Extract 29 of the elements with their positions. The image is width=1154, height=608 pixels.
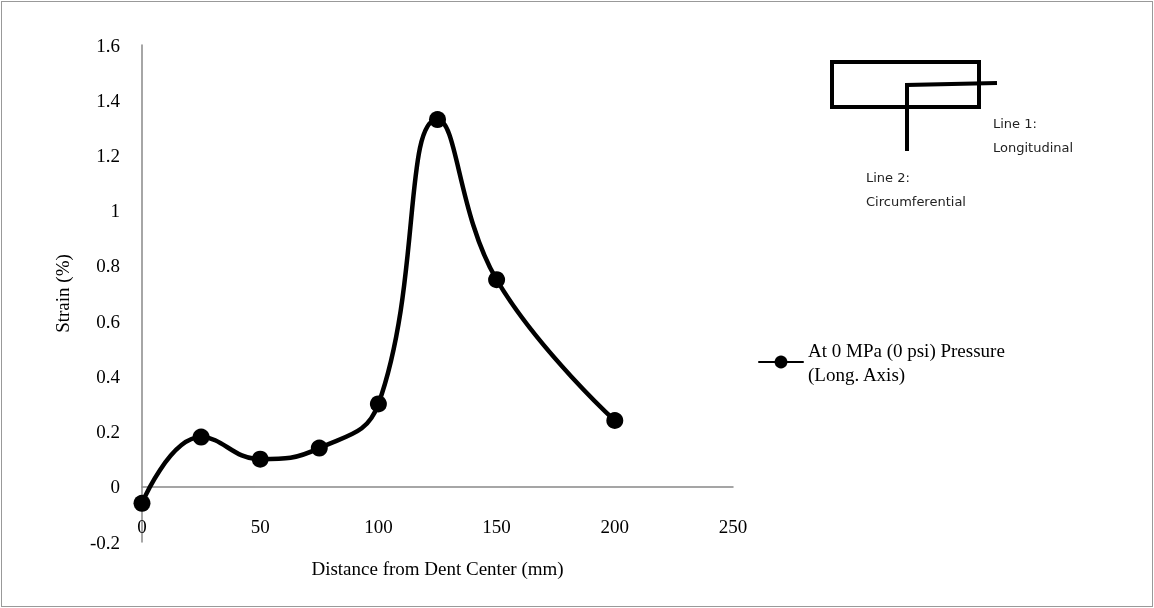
x-tick-label: 250	[718, 515, 748, 537]
text: Line 2: Circumferential	[866, 169, 967, 211]
text: Line 1: Longitudinal	[993, 115, 1075, 157]
y-tick-label: 1.6	[96, 34, 120, 56]
point	[488, 271, 506, 289]
point	[310, 439, 328, 457]
point	[192, 428, 210, 446]
x-tick-label: 200	[600, 515, 630, 537]
y-tick-label: 0.8	[96, 255, 120, 277]
x-tick-label: 50	[250, 515, 270, 537]
y-tick-label: 0.4	[96, 365, 121, 387]
y-tick-label: 1	[110, 200, 120, 222]
y-tick-label: 1.2	[96, 144, 120, 166]
point	[429, 111, 446, 129]
point	[606, 412, 624, 430]
x-axis-title: Distance from Dent Center (mm)	[311, 557, 564, 580]
y-axis-title: Strain (%)	[52, 254, 74, 333]
point	[133, 494, 151, 512]
point	[369, 395, 387, 413]
x-tick-label: 0	[137, 515, 147, 537]
x-tick-label: 100	[364, 515, 393, 537]
y-tick-label: 0.6	[96, 310, 120, 332]
y-tick-label: -0.2	[89, 531, 120, 553]
legend-label: At 0 MPa (0 psi) Pressure (Long. Axis)	[808, 339, 1010, 386]
y-tick-label: 0	[110, 476, 120, 498]
y-tick-label: 1.4	[96, 89, 121, 111]
point	[251, 450, 269, 468]
y-tick-label: 0.2	[96, 421, 120, 443]
x-tick-label: 150	[482, 515, 511, 537]
